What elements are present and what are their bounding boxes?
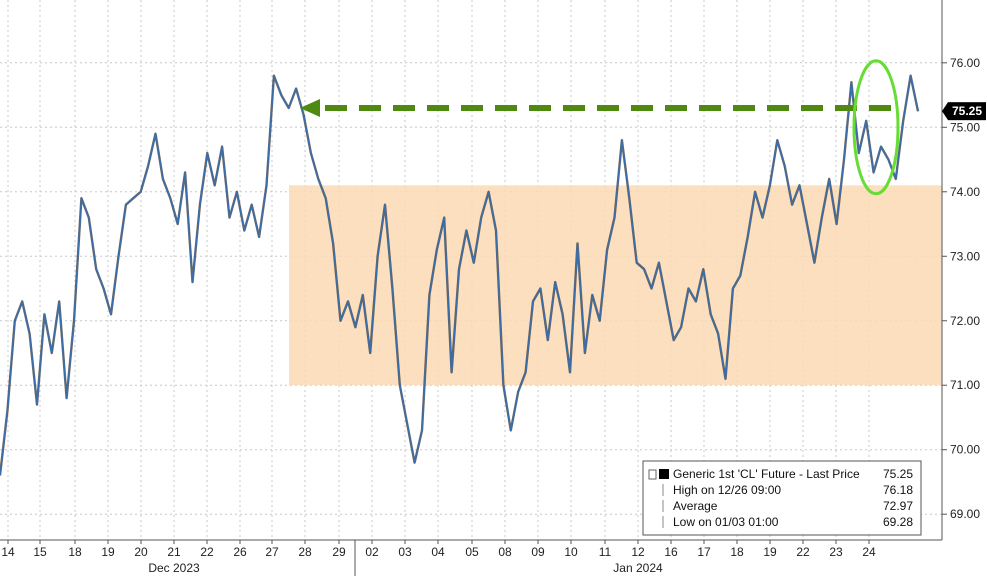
- highlight-ellipse: [852, 59, 900, 196]
- resistance-arrow: [300, 98, 891, 117]
- y-tick-label-0: 76.00: [950, 56, 980, 70]
- legend-low-value: 69.28: [883, 515, 913, 529]
- x-tick-label-15: 08: [498, 545, 512, 559]
- x-tick-label-18: 11: [599, 545, 612, 559]
- x-tick-label-19: 12: [631, 545, 645, 559]
- y-tick-label-1: 75.00: [950, 120, 980, 134]
- x-tick-label-7: 26: [233, 545, 247, 559]
- last-price-marker: 75.25: [942, 102, 986, 121]
- y-tick-label-4: 72.00: [950, 314, 980, 328]
- x-tick-label-2: 18: [68, 545, 82, 559]
- series-line: [0, 74, 919, 476]
- legend-high-label: High on 12/26 09:00: [673, 483, 781, 497]
- legend-low-label: Low on 01/03 01:00: [673, 515, 779, 529]
- y-tick-label-6: 70.00: [950, 443, 980, 457]
- legend-high-value: 76.18: [883, 483, 913, 497]
- x-tick-label-20: 16: [664, 545, 678, 559]
- x-tick-label-9: 28: [298, 545, 312, 559]
- month-label-1: Jan 2024: [613, 561, 663, 575]
- legend-collapse-icon: [648, 469, 657, 480]
- last-price-label: 75.25: [952, 104, 982, 118]
- last-price-pointer: [942, 102, 948, 121]
- x-tick-label-22: 18: [730, 545, 744, 559]
- x-tick-label-8: 27: [265, 545, 279, 559]
- y-tick-label-3: 73.00: [950, 249, 980, 263]
- x-tick-label-4: 20: [134, 545, 148, 559]
- x-axis-ticks: 14 15 18 19 20 21 22 26 27 28 29 02 03 04 05 08 09 10 11 12…: [1, 540, 876, 575]
- legend: Generic 1st 'CL' Future - Last Price 75.2…: [642, 460, 922, 536]
- last-price-box: [948, 102, 986, 121]
- x-tick-label-21: 17: [697, 545, 711, 559]
- x-tick-label-25: 23: [829, 545, 843, 559]
- resistance-arrow-head: [300, 98, 320, 117]
- x-tick-label-1: 15: [33, 545, 47, 559]
- legend-series-swatch: [659, 469, 669, 479]
- legend-average-label: Average: [673, 499, 718, 513]
- legend-series-value: 75.25: [883, 467, 913, 481]
- x-tick-label-14: 05: [465, 545, 479, 559]
- highlight-ellipse-shape: [852, 59, 900, 196]
- x-tick-label-23: 19: [763, 545, 777, 559]
- legend-series-label: Generic 1st 'CL' Future - Last Price: [673, 467, 860, 481]
- x-tick-label-10: 29: [332, 545, 346, 559]
- x-tick-label-0: 14: [1, 545, 15, 559]
- y-axis-ticks: 76.00 75.00 74.00 73.00 72.00 71.00 70.00 69.00: [942, 56, 980, 521]
- month-label-0: Dec 2023: [148, 561, 200, 575]
- x-tick-label-6: 22: [200, 545, 214, 559]
- y-tick-label-5: 71.00: [950, 378, 980, 392]
- x-tick-label-26: 24: [862, 545, 876, 559]
- x-tick-label-5: 21: [167, 545, 181, 559]
- x-tick-label-13: 04: [431, 545, 445, 559]
- x-tick-label-11: 02: [365, 545, 379, 559]
- x-tick-label-16: 09: [531, 545, 545, 559]
- y-tick-label-7: 69.00: [950, 507, 980, 521]
- x-tick-label-3: 19: [101, 545, 115, 559]
- legend-average-value: 72.97: [883, 499, 913, 513]
- legend-box: [642, 460, 922, 536]
- price-series: [0, 74, 920, 476]
- x-tick-label-12: 03: [398, 545, 412, 559]
- x-tick-label-24: 22: [796, 545, 810, 559]
- x-tick-label-17: 10: [564, 545, 578, 559]
- y-tick-label-2: 74.00: [950, 185, 980, 199]
